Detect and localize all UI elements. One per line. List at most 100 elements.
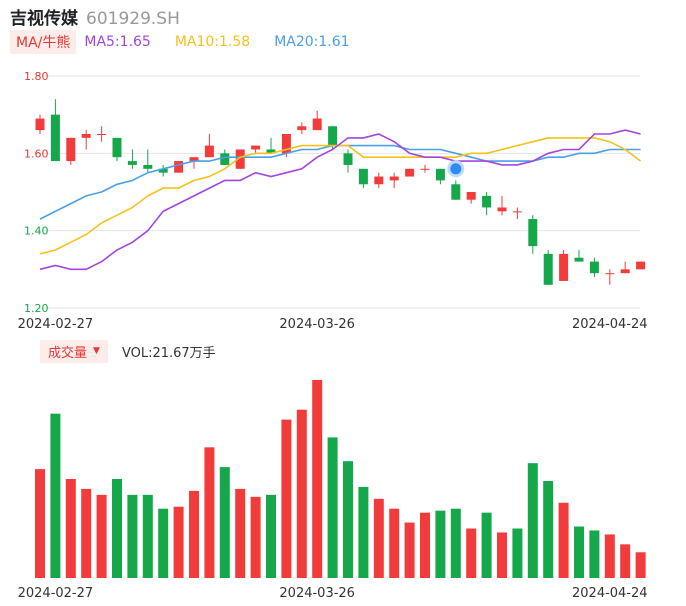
volume-chart[interactable]: 2024-02-27 2024-03-26 2024-04-24 bbox=[0, 362, 686, 602]
stock-name: 吉视传媒 bbox=[10, 9, 78, 29]
volume-bar bbox=[604, 534, 615, 578]
caret-down-icon: ▼ bbox=[93, 346, 100, 356]
volume-bar bbox=[173, 506, 184, 578]
volume-value: VOL:21.67万手 bbox=[121, 345, 216, 361]
x-tick-label: 2024-02-27 bbox=[18, 317, 94, 332]
volume-bar bbox=[189, 490, 199, 578]
candle-body bbox=[251, 145, 261, 150]
candle-body bbox=[204, 145, 214, 158]
candle-body bbox=[81, 134, 91, 138]
candle-body bbox=[312, 118, 322, 131]
y-tick-label: 1.60 bbox=[24, 147, 49, 160]
volume-bar bbox=[312, 380, 323, 578]
volume-bar bbox=[558, 502, 569, 578]
ma20-label: MA20:1.61 bbox=[274, 34, 350, 50]
candle-body bbox=[636, 261, 646, 270]
volume-bar bbox=[96, 494, 107, 578]
volume-bar bbox=[574, 526, 584, 578]
volume-bar bbox=[281, 419, 292, 578]
candle-body bbox=[174, 161, 184, 173]
volume-indicator-selector[interactable]: 成交量 ▼ bbox=[40, 339, 108, 363]
y-tick-label: 1.80 bbox=[24, 70, 49, 83]
volume-bar bbox=[65, 479, 76, 578]
ma10-line bbox=[39, 137, 642, 255]
candle-body bbox=[281, 134, 291, 154]
candle-body bbox=[35, 118, 45, 131]
volume-bar bbox=[512, 528, 523, 578]
volume-indicator-label: 成交量 bbox=[48, 345, 88, 361]
candle-body bbox=[235, 149, 245, 169]
candle-body bbox=[466, 192, 476, 200]
candle-body bbox=[620, 269, 630, 274]
volume-bar bbox=[343, 461, 353, 578]
volume-bar bbox=[466, 528, 477, 578]
volume-bar bbox=[404, 522, 415, 578]
x-tick-label: 2024-03-26 bbox=[279, 317, 355, 332]
candle-body bbox=[343, 153, 353, 165]
candle-body bbox=[435, 168, 445, 181]
candle-body bbox=[451, 184, 461, 200]
ma-legend: MA/牛熊 MA5:1.65 MA10:1.58 MA20:1.61 bbox=[10, 30, 374, 54]
volume-bar bbox=[589, 530, 600, 578]
ma5-label: MA5:1.65 bbox=[84, 34, 151, 50]
x-tick-label: 2024-04-24 bbox=[572, 586, 648, 601]
candle-body bbox=[589, 261, 599, 274]
candle-body bbox=[497, 207, 507, 212]
volume-bar bbox=[435, 510, 446, 578]
ma-indicator-selector[interactable]: MA/牛熊 bbox=[10, 30, 77, 54]
candle-body bbox=[66, 137, 76, 162]
candle-body bbox=[559, 253, 569, 281]
volume-bar bbox=[235, 488, 246, 578]
volume-bar bbox=[50, 413, 61, 578]
candle-body bbox=[574, 257, 584, 262]
x-tick-label: 2024-02-27 bbox=[18, 586, 94, 601]
volume-bar bbox=[420, 512, 430, 578]
stock-title: 吉视传媒 601929.SH bbox=[10, 4, 180, 29]
candle-body bbox=[389, 176, 399, 181]
volume-bar bbox=[497, 532, 507, 578]
volume-bar bbox=[358, 486, 369, 578]
stock-code: 601929.SH bbox=[86, 9, 180, 29]
volume-bar bbox=[250, 496, 261, 578]
volume-bar bbox=[35, 469, 45, 578]
volume-bar bbox=[127, 494, 138, 578]
y-tick-label: 1.40 bbox=[24, 225, 49, 238]
candle-body bbox=[50, 114, 60, 162]
volume-bar bbox=[142, 494, 153, 578]
ma10-label: MA10:1.58 bbox=[174, 34, 251, 50]
candle-body bbox=[543, 253, 553, 285]
price-chart[interactable]: 1.80 1.60 1.40 1.20 2024-02-27 2024-03-26 2024… bbox=[0, 0, 686, 340]
candle-body bbox=[420, 168, 430, 170]
candle-body bbox=[512, 211, 522, 213]
candle-body bbox=[374, 176, 384, 185]
volume-bar bbox=[204, 447, 215, 578]
volume-bar bbox=[266, 494, 276, 578]
volume-bar bbox=[450, 508, 461, 578]
candle-body bbox=[97, 134, 107, 135]
ma5-line bbox=[39, 129, 641, 271]
volume-bar bbox=[327, 437, 338, 578]
blue-flag-icon bbox=[447, 160, 465, 178]
candle-body bbox=[266, 149, 276, 154]
candle-body bbox=[328, 126, 338, 146]
y-tick-label: 1.20 bbox=[24, 302, 49, 315]
volume-legend: 成交量 ▼ VOL:21.67万手 bbox=[40, 339, 216, 363]
volume-bar bbox=[481, 512, 492, 578]
volume-bar bbox=[219, 467, 230, 578]
candle-body bbox=[605, 273, 615, 275]
volume-bar bbox=[112, 479, 122, 578]
volume-bar bbox=[635, 552, 646, 578]
volume-bar bbox=[296, 409, 307, 578]
volume-bar bbox=[620, 544, 631, 578]
candle-body bbox=[112, 137, 122, 158]
volume-bar bbox=[543, 480, 554, 578]
volume-bar bbox=[373, 498, 384, 578]
volume-bar bbox=[527, 463, 538, 578]
volume-bar bbox=[158, 508, 169, 578]
candle-body bbox=[189, 157, 199, 162]
candle-body bbox=[143, 164, 153, 169]
x-tick-label: 2024-04-24 bbox=[572, 317, 648, 332]
volume-bar bbox=[389, 508, 400, 578]
candle-body bbox=[297, 126, 307, 131]
candle-body bbox=[405, 168, 415, 177]
